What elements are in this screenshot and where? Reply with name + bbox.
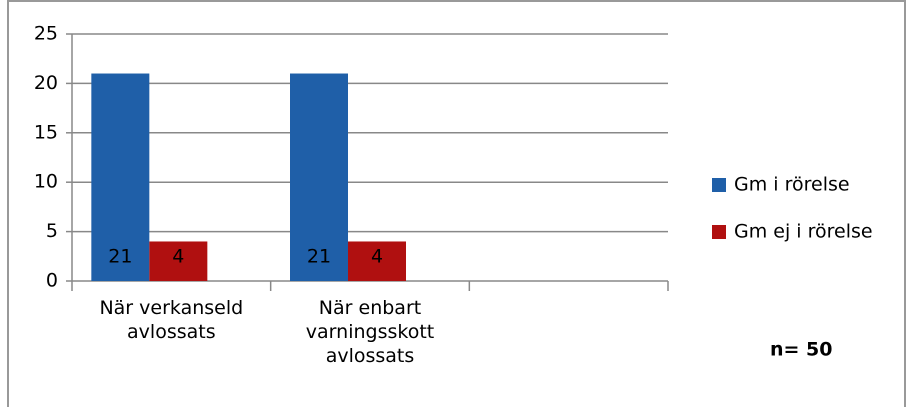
x-tick-label: När verkanseld avlossats — [99, 297, 244, 343]
x-tick-label: När enbart varningsskott avlossats — [305, 297, 435, 367]
y-tick-label: 20 — [34, 72, 58, 94]
annotation: n= 50 — [770, 339, 833, 361]
bar — [149, 241, 208, 281]
y-tick-label: 15 — [34, 121, 58, 143]
frame — [7, 0, 906, 407]
y-tick-label: 25 — [34, 23, 58, 45]
bar — [348, 241, 406, 281]
data-label: 4 — [172, 246, 184, 268]
legend-swatch — [712, 178, 726, 192]
legend-label: Gm ej i rörelse — [734, 221, 873, 243]
legend-label: Gm i rörelse — [734, 174, 850, 196]
bar — [91, 73, 150, 282]
data-label: 4 — [371, 246, 383, 268]
y-tick-label: 10 — [34, 171, 58, 193]
legend-swatch — [712, 225, 726, 239]
y-tick-label: 0 — [46, 270, 58, 292]
data-label: 21 — [108, 246, 132, 268]
data-label: 21 — [307, 246, 331, 268]
y-tick-label: 5 — [46, 220, 58, 242]
bar — [290, 73, 348, 282]
